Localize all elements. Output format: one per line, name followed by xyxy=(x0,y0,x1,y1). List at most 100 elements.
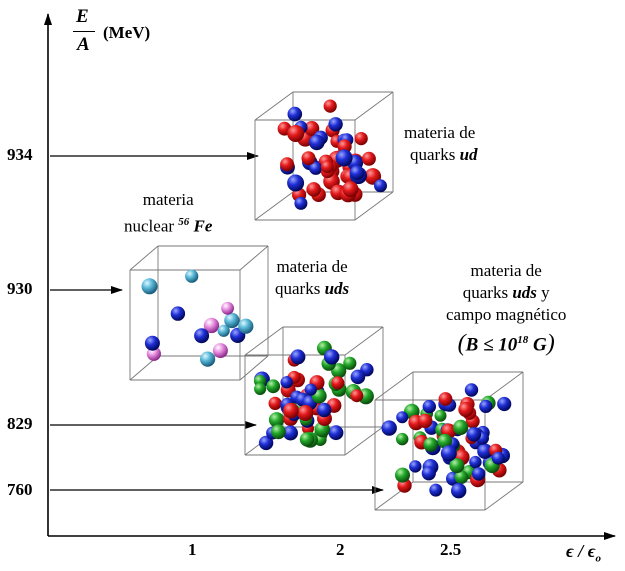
particle xyxy=(301,151,316,166)
particle xyxy=(349,165,365,180)
particle xyxy=(306,182,322,197)
particle xyxy=(440,445,457,462)
cube-edge xyxy=(129,245,159,271)
particle xyxy=(203,317,220,334)
cube-edge xyxy=(244,326,284,356)
particle xyxy=(449,458,465,474)
particle xyxy=(396,411,409,424)
particle xyxy=(350,389,364,403)
particle xyxy=(297,405,314,421)
cube-edge xyxy=(344,426,384,456)
particle xyxy=(453,419,469,435)
particle xyxy=(309,134,325,151)
particle xyxy=(464,383,479,397)
particle xyxy=(287,125,305,142)
label-quark-ud: materia de quarks ud xyxy=(404,123,478,164)
particle xyxy=(354,132,368,146)
particle xyxy=(170,306,186,321)
particle xyxy=(317,402,332,418)
particle xyxy=(381,420,397,436)
particle xyxy=(283,425,298,441)
particle xyxy=(361,151,376,166)
cube-nuclear-fe xyxy=(129,245,269,381)
particle xyxy=(343,356,357,370)
particle xyxy=(422,399,436,414)
particle xyxy=(258,435,274,451)
cube-edge xyxy=(254,191,294,221)
x-axis-label: ϵ / ϵo xyxy=(566,541,601,565)
particle xyxy=(374,179,387,193)
particle xyxy=(200,351,216,367)
x-tick-1: 1 xyxy=(188,540,197,559)
particle xyxy=(434,409,447,422)
particle xyxy=(280,157,295,172)
particle xyxy=(185,269,199,283)
particle xyxy=(217,324,230,337)
cube-edge xyxy=(354,91,394,121)
particle xyxy=(350,369,366,385)
particle xyxy=(287,106,303,122)
y-axis-fraction-bar xyxy=(73,31,95,32)
particle xyxy=(224,312,240,329)
particle xyxy=(429,483,443,497)
particle xyxy=(283,402,299,419)
particle xyxy=(238,318,254,334)
particle xyxy=(395,467,410,483)
particle xyxy=(421,466,436,481)
particle xyxy=(294,196,308,210)
particle xyxy=(328,425,344,441)
cube-quark-ud xyxy=(254,91,394,221)
particle xyxy=(423,437,438,452)
particle xyxy=(342,181,359,198)
particle xyxy=(280,376,293,389)
particle xyxy=(254,382,267,395)
x-tick-2-5: 2.5 xyxy=(440,540,462,559)
cube-edge xyxy=(484,371,524,401)
label-quark-uds-magnetic: materia de quarks uds y campo magnético … xyxy=(446,261,567,357)
y-tick-829: 829 xyxy=(7,414,33,433)
label-quark-uds: materia de quarks uds xyxy=(275,257,350,298)
particle xyxy=(299,432,315,447)
particle xyxy=(304,121,320,136)
particle xyxy=(466,427,482,442)
particle xyxy=(320,160,334,174)
particle xyxy=(331,376,345,390)
particle xyxy=(437,433,453,449)
particle xyxy=(438,392,453,406)
particle xyxy=(221,301,235,315)
particle xyxy=(271,424,286,440)
particle xyxy=(469,455,482,469)
cube-edge xyxy=(344,326,384,356)
particle xyxy=(212,343,228,359)
particle xyxy=(309,161,323,175)
particle xyxy=(477,443,493,459)
particle xyxy=(451,483,467,499)
particle xyxy=(335,149,353,167)
particle xyxy=(472,467,486,481)
particle xyxy=(491,451,505,465)
particle xyxy=(287,174,305,192)
particle xyxy=(290,349,306,365)
particle xyxy=(268,412,285,428)
particle xyxy=(324,349,340,365)
x-tick-2: 2 xyxy=(336,540,345,559)
particle xyxy=(328,117,343,132)
y-tick-934: 934 xyxy=(7,145,33,164)
cube-edge xyxy=(374,371,414,401)
particle xyxy=(409,460,422,473)
particle xyxy=(141,278,158,295)
particle xyxy=(337,139,352,154)
y-tick-930: 930 xyxy=(7,279,33,298)
particle xyxy=(323,99,337,113)
particle xyxy=(479,399,493,413)
y-axis-label-denominator: A xyxy=(77,34,90,55)
particle xyxy=(458,401,474,418)
particle xyxy=(396,432,409,446)
cube-edge xyxy=(354,191,394,221)
label-nuclear-fe: materia nuclear 56 Fe xyxy=(124,190,213,236)
cube-quark-uds xyxy=(244,326,384,456)
particle xyxy=(304,383,317,396)
cube-edge xyxy=(484,481,524,511)
